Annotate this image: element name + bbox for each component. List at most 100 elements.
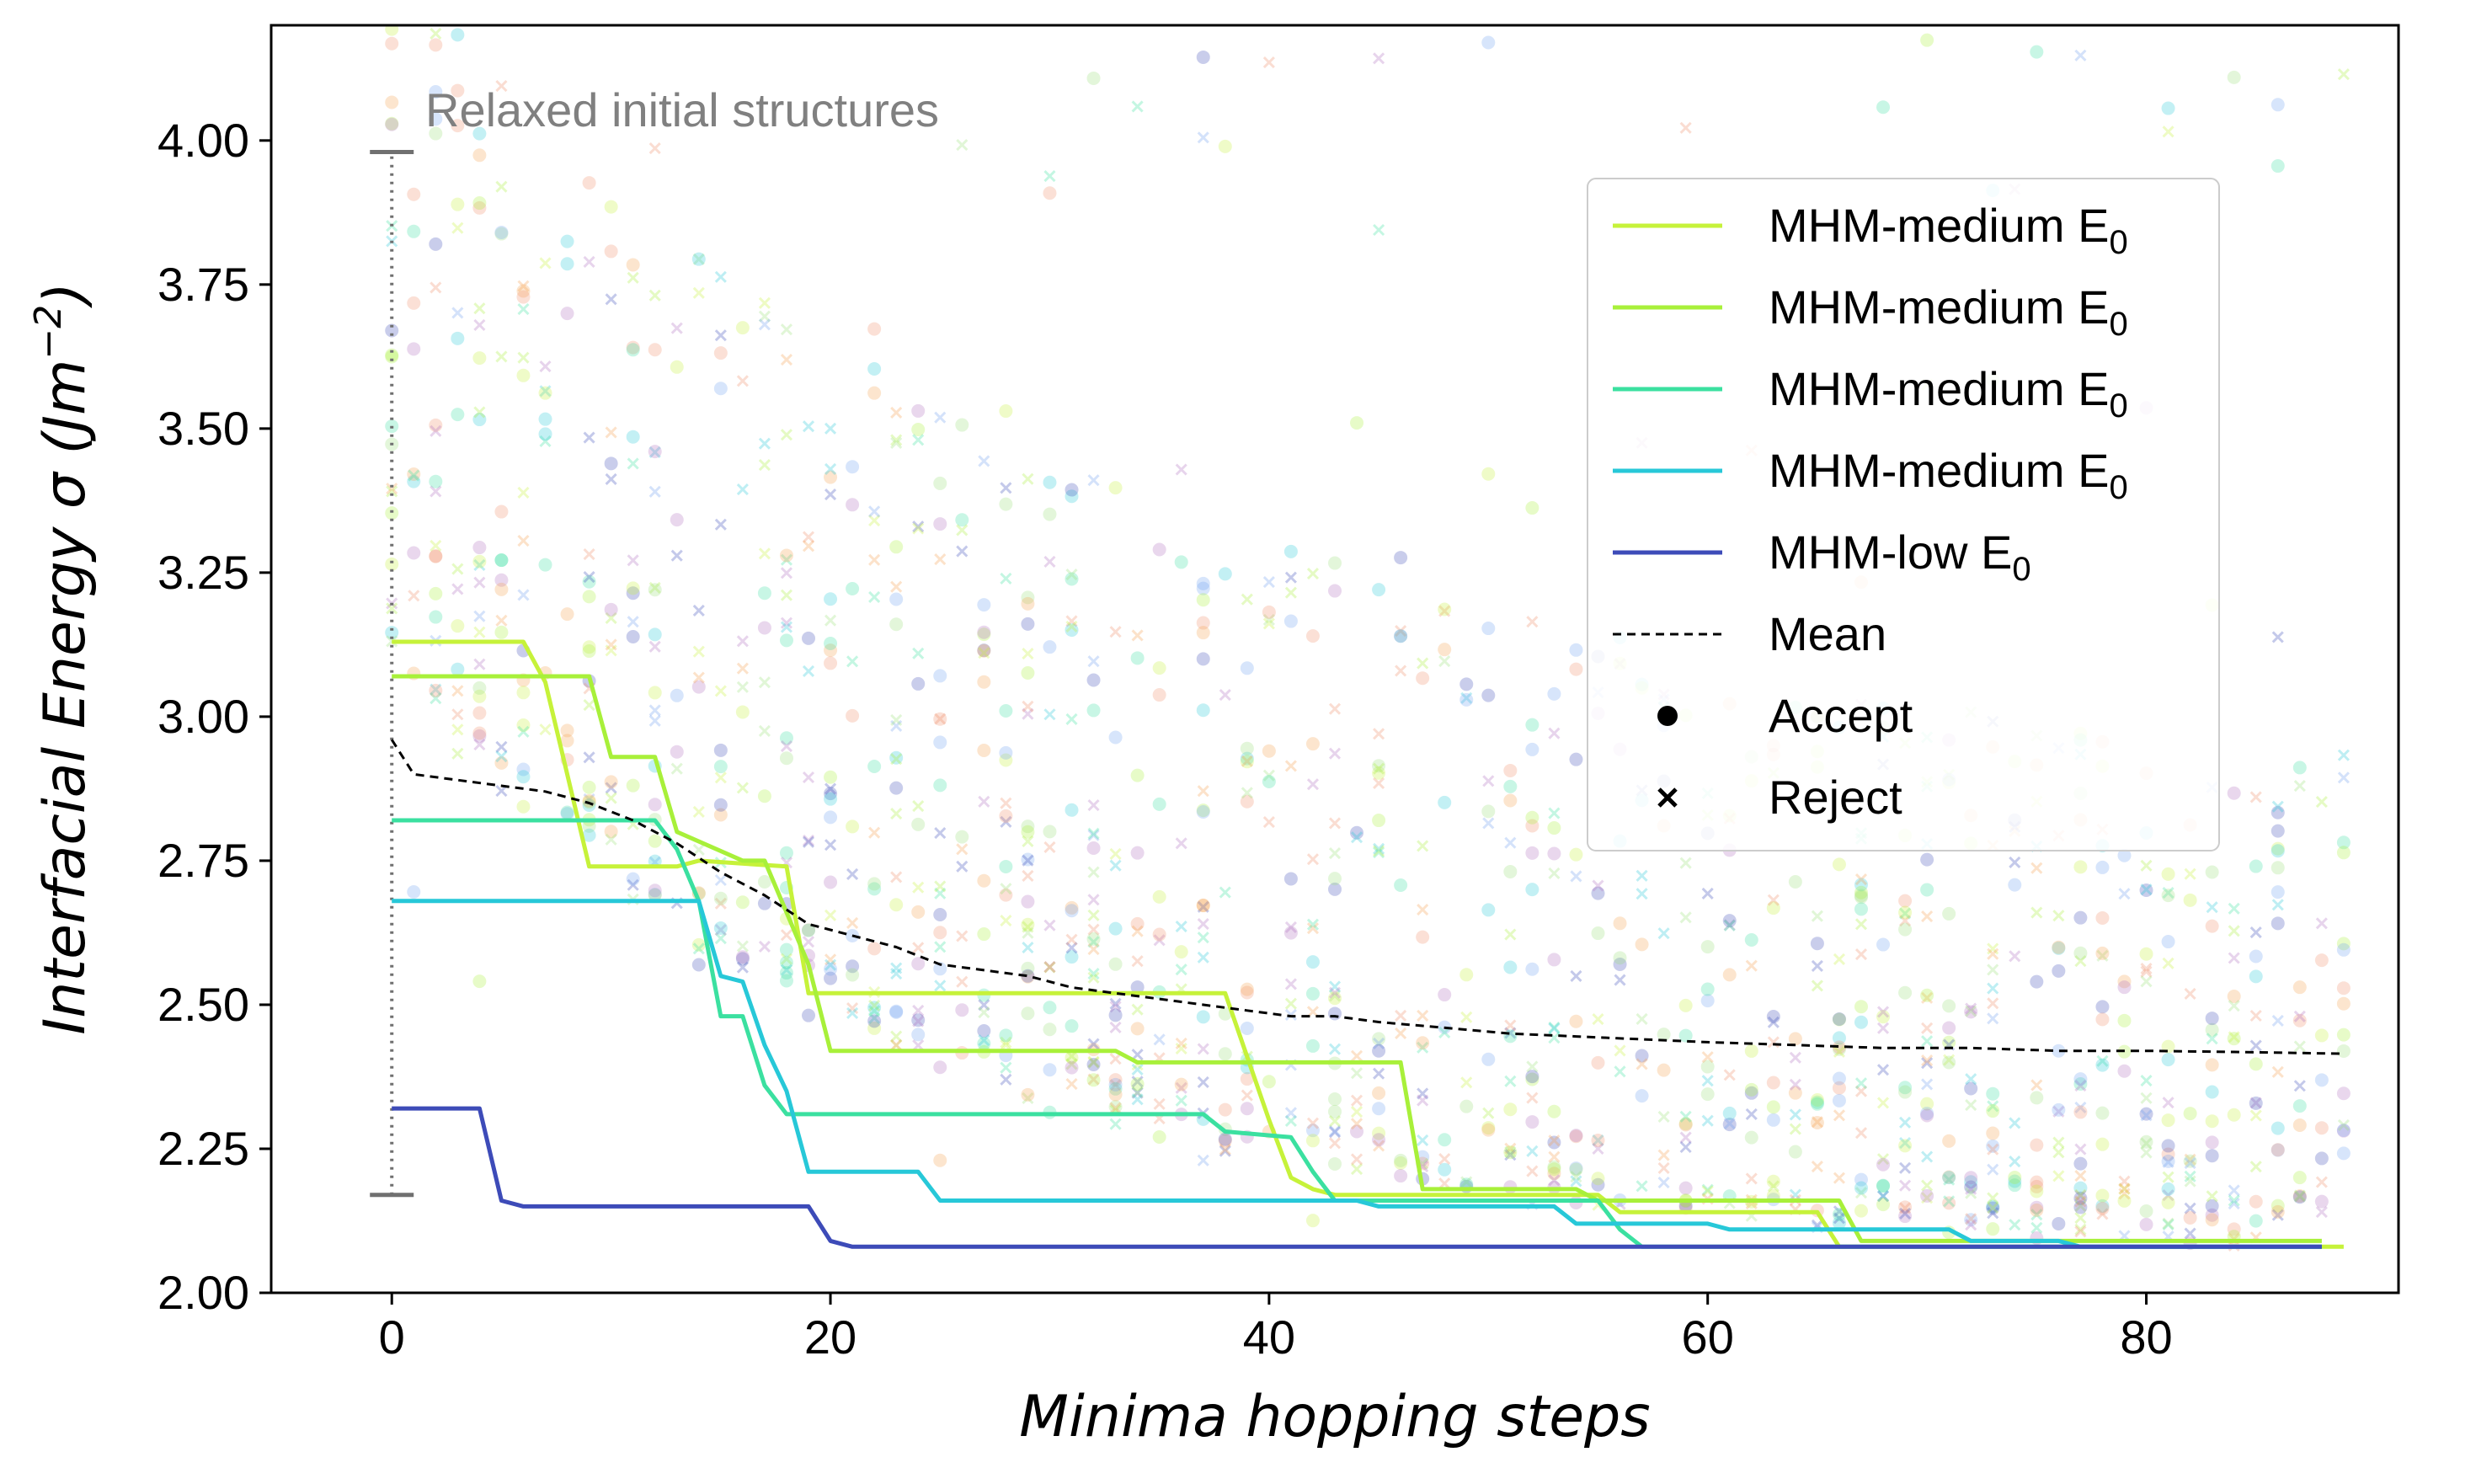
accept-point bbox=[1196, 581, 1210, 595]
accept-point bbox=[1503, 1029, 1518, 1044]
reject-point bbox=[1899, 907, 1912, 920]
accept-point bbox=[2052, 1102, 2066, 1117]
accept-point bbox=[582, 793, 596, 808]
accept-point bbox=[1613, 957, 1627, 971]
accept-point bbox=[2292, 1189, 2307, 1204]
reject-point bbox=[2162, 1097, 2174, 1109]
reject-point bbox=[517, 589, 530, 601]
accept-point bbox=[1196, 804, 1210, 819]
reject-point bbox=[1723, 1069, 1736, 1081]
reject-point bbox=[2074, 955, 2087, 968]
reject-point bbox=[1854, 1187, 1868, 1199]
accept-point bbox=[2095, 1012, 2110, 1027]
reject-point bbox=[1548, 1174, 1561, 1187]
accept-point bbox=[1854, 1000, 1868, 1014]
accept-point bbox=[2205, 1085, 2219, 1099]
accept-point bbox=[691, 252, 706, 266]
reject-point bbox=[1087, 1056, 1100, 1069]
accept-point bbox=[735, 950, 750, 964]
accept-point bbox=[933, 712, 947, 726]
reject-point bbox=[1000, 1038, 1012, 1052]
accept-point bbox=[2030, 1203, 2044, 1217]
accept-point bbox=[846, 460, 860, 474]
accept-point bbox=[1152, 661, 1166, 675]
accept-point bbox=[2336, 846, 2351, 860]
reject-point bbox=[539, 435, 552, 447]
accept-point bbox=[1438, 1133, 1452, 1147]
accept-point bbox=[560, 734, 574, 748]
reject-point bbox=[1153, 934, 1166, 947]
accept-point bbox=[1372, 583, 1386, 597]
reject-point bbox=[1482, 775, 1495, 787]
accept-point bbox=[2008, 878, 2022, 892]
reject-point bbox=[2162, 1217, 2174, 1230]
accept-point bbox=[1986, 1139, 2000, 1153]
reject-point bbox=[692, 286, 705, 299]
accept-point bbox=[1416, 930, 1430, 944]
accept-point bbox=[2249, 1096, 2263, 1110]
accept-point bbox=[1942, 1196, 1956, 1210]
accept-point bbox=[1152, 927, 1166, 942]
reject-point bbox=[1965, 1182, 1977, 1195]
reject-point bbox=[2052, 1105, 2065, 1118]
accept-point bbox=[691, 937, 706, 952]
y-tick-label: 2.25 bbox=[157, 1122, 249, 1175]
accept-point bbox=[1832, 1031, 1846, 1045]
accept-point bbox=[1328, 1006, 1342, 1021]
reject-point bbox=[890, 962, 903, 974]
reject-point bbox=[1899, 1207, 1912, 1220]
reject-point bbox=[1592, 1134, 1604, 1146]
accept-point bbox=[494, 755, 509, 770]
accept-point bbox=[1766, 901, 1780, 915]
reject-point bbox=[1131, 1076, 1144, 1088]
reject-point bbox=[956, 975, 969, 988]
accept-point bbox=[1043, 1022, 1057, 1037]
reject-point bbox=[978, 1034, 990, 1047]
reject-point bbox=[868, 553, 881, 566]
reject-point bbox=[1350, 1049, 1363, 1062]
accept-point bbox=[1788, 1086, 1802, 1100]
reject-point bbox=[1833, 1172, 1846, 1184]
accept-point bbox=[1196, 50, 1210, 64]
reject-point bbox=[1087, 866, 1100, 878]
reject-point bbox=[627, 616, 639, 628]
accept-point bbox=[1854, 890, 1868, 905]
accept-point bbox=[1920, 1097, 1934, 1111]
accept-point bbox=[1700, 982, 1715, 996]
reject-point bbox=[408, 590, 420, 602]
accept-point bbox=[911, 403, 926, 418]
accept-point bbox=[2139, 883, 2153, 898]
accept-point bbox=[977, 675, 991, 689]
accept-point bbox=[494, 553, 509, 568]
accept-point bbox=[1130, 651, 1145, 665]
reject-point bbox=[517, 280, 530, 292]
legend-accept-marker bbox=[1657, 706, 1678, 726]
reject-point bbox=[1328, 980, 1342, 993]
reject-point bbox=[978, 455, 990, 467]
reject-point bbox=[1614, 1065, 1626, 1078]
reject-point bbox=[1087, 923, 1100, 936]
accept-point bbox=[1503, 1102, 1518, 1117]
reject-point bbox=[1636, 888, 1648, 900]
reject-point bbox=[1854, 1077, 1868, 1090]
reject-point bbox=[1987, 942, 1999, 955]
reject-point bbox=[1328, 1137, 1342, 1150]
accept-point bbox=[735, 321, 750, 335]
reject-point bbox=[1504, 928, 1517, 941]
accept-point bbox=[2073, 1076, 2088, 1091]
reject-point bbox=[1723, 1117, 1736, 1130]
accept-point bbox=[1547, 1135, 1561, 1150]
reject-point bbox=[714, 932, 727, 945]
reject-point bbox=[1284, 1114, 1297, 1127]
reject-point bbox=[2162, 1189, 2174, 1202]
reject-point bbox=[1876, 1190, 1890, 1203]
accept-point bbox=[1810, 1095, 1824, 1109]
reject-point bbox=[1701, 1114, 1714, 1127]
accept-point bbox=[1021, 1006, 1035, 1021]
reject-point bbox=[2162, 1156, 2174, 1168]
accept-point bbox=[1547, 821, 1561, 835]
accept-point bbox=[2161, 1139, 2175, 1153]
reject-point bbox=[1284, 1107, 1297, 1119]
reject-point bbox=[670, 762, 683, 775]
accept-point bbox=[1394, 878, 1408, 893]
